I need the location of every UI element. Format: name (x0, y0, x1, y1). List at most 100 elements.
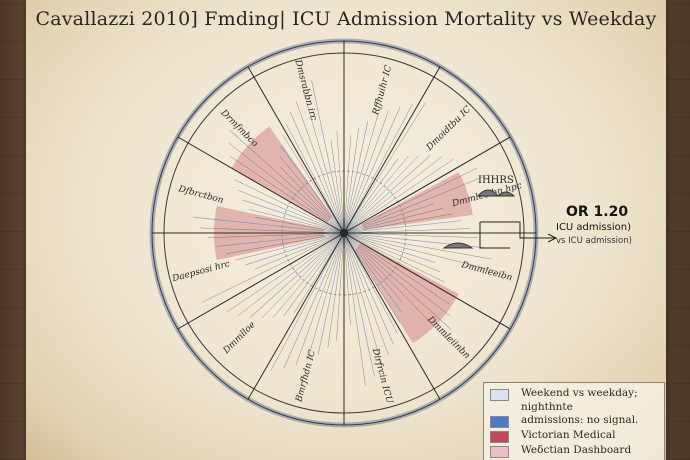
segment-spoke (247, 66, 345, 234)
radial-ray (343, 232, 498, 272)
radial-ray (343, 232, 478, 238)
radial-ray (228, 142, 345, 234)
radial-ray (208, 232, 345, 238)
radial-ray (336, 131, 345, 234)
radial-ray (327, 232, 345, 348)
legend-label: nighthnte (521, 401, 573, 413)
radial-ray (289, 112, 345, 234)
radial-ray (250, 232, 345, 318)
radial-ray (343, 155, 420, 234)
radial-ray (343, 232, 452, 317)
segment-spoke (177, 232, 345, 330)
legend-swatch-dashboard (490, 446, 509, 458)
radial-ray (343, 232, 436, 263)
radial-ray (234, 179, 345, 234)
radial-ray (282, 134, 345, 234)
highlight-wash (231, 126, 333, 223)
legend-label: Weδctian Dashboard (521, 444, 632, 456)
legend-swatch-admissions (490, 416, 509, 428)
segment-label: Dmsrabbn irc (292, 58, 318, 122)
radial-ray (343, 115, 378, 234)
radial-ray (226, 232, 345, 313)
radial-ray (343, 232, 401, 324)
segment-label: Dmmleiinbn (424, 314, 471, 361)
radial-ray (248, 209, 345, 234)
radial-ray (295, 101, 345, 234)
odds-ratio-value: OR 1.20 (566, 204, 629, 220)
radial-ray (295, 232, 345, 365)
radial-ray (343, 167, 478, 234)
radial-ray (229, 155, 345, 234)
radial-ray (192, 216, 345, 234)
radial-ray (343, 127, 359, 234)
radial-ray (343, 103, 413, 234)
highlight-wash (361, 171, 473, 231)
segment-spoke (343, 136, 511, 234)
radial-ray (283, 232, 345, 369)
radial-ray (343, 135, 352, 234)
radial-ray (216, 232, 345, 247)
segment-label: Drmfmbco (218, 107, 260, 149)
legend-item: Weδctian Dashboard (490, 444, 631, 458)
legend-label: admissions: no signal. (521, 414, 639, 426)
legend: Weekend vs weekday; nighthnte admissions… (483, 382, 665, 460)
segment-label: Dmmlloe (221, 320, 258, 357)
radial-ray (343, 232, 445, 283)
radial-ray (336, 232, 345, 341)
segment-label: Dirfrcin ICU (369, 346, 394, 405)
radial-ray (343, 232, 452, 330)
radial-ray (343, 158, 399, 234)
radial-ray (343, 232, 398, 334)
radial-ray (243, 199, 345, 234)
radial-ray (343, 232, 450, 343)
annotation-line-2: vs ICU admission) (556, 236, 632, 246)
radial-ray (302, 90, 345, 234)
legend-label: Weekend vs weekday; (521, 387, 638, 399)
chart-title: Cavallazzi 2010] Fmding| ICU Admission M… (35, 8, 657, 30)
segment-label: Dmoidtbu IC (424, 104, 473, 153)
radial-ray (343, 203, 434, 234)
radial-ray (201, 232, 345, 303)
radial-ray (235, 232, 345, 261)
callout-arrow (479, 221, 558, 249)
annotation-callout: IHHRS (442, 175, 558, 249)
radial-ray (238, 190, 345, 234)
radial-ray (343, 155, 431, 234)
radial-ray (343, 232, 383, 366)
radial-ray (229, 129, 345, 234)
radial-ray (255, 217, 345, 234)
radial-ray (293, 232, 345, 313)
radial-ray (343, 228, 470, 234)
radial-ray (254, 232, 345, 270)
radial-ray (343, 232, 402, 313)
segment-spoke (343, 232, 511, 330)
boat-sketch-icon (442, 189, 516, 249)
segment-label: Dfbrctbon (176, 184, 224, 206)
radial-ray (343, 174, 489, 234)
radial-ray (343, 220, 462, 234)
radial-ray (343, 232, 366, 386)
radial-ray (343, 232, 375, 376)
radial-ray (273, 232, 345, 318)
radial-ray (283, 232, 345, 316)
legend-swatch-weekend (490, 389, 509, 401)
segment-spoke (177, 136, 345, 234)
legend-label: Victorian Medical (521, 429, 616, 441)
radial-ray (343, 208, 444, 234)
radial-ray (280, 145, 345, 234)
highlight-wash (354, 242, 459, 344)
radial-ray (343, 232, 394, 345)
radial-ray (343, 232, 451, 305)
small-annotation-label: IHHRS (478, 175, 514, 186)
radial-ray (343, 232, 492, 260)
segment-label: Rffhuihr IC (371, 64, 394, 117)
radial-ray (279, 166, 345, 234)
radial-ray (279, 156, 345, 234)
segment-spoke (343, 232, 441, 400)
radial-ray (225, 232, 345, 255)
radial-ray (343, 110, 389, 234)
radial-ray (200, 227, 345, 234)
radial-ray (307, 232, 345, 360)
radial-ray (343, 213, 453, 234)
